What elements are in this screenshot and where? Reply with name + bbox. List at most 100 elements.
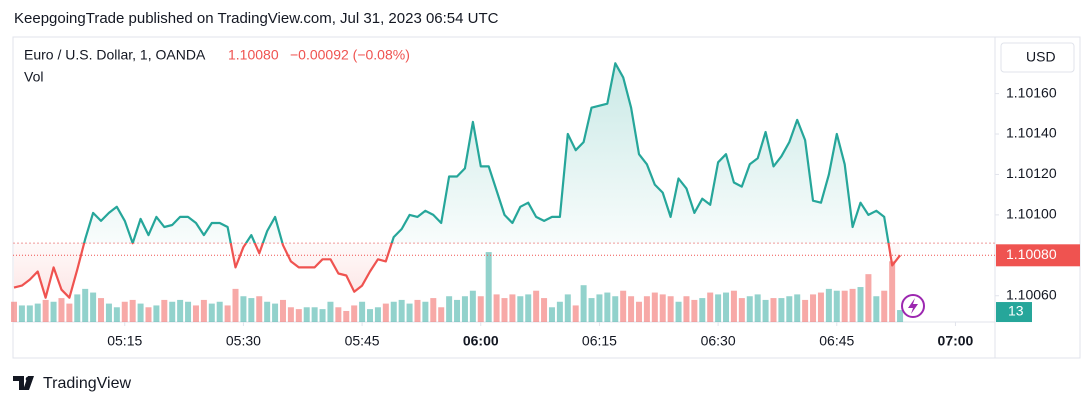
x-tick-label: 06:00 <box>463 333 499 349</box>
price-area <box>14 63 901 298</box>
volume-bar <box>730 290 737 322</box>
chart-frame <box>12 36 1081 359</box>
alert-icon[interactable] <box>901 294 925 318</box>
volume-bar <box>794 294 801 322</box>
volume-bar <box>517 296 524 322</box>
volume-bar <box>541 298 548 322</box>
volume-bar <box>612 296 619 322</box>
volume-bar <box>50 301 57 322</box>
volume-bar <box>90 292 97 322</box>
volume-bar <box>715 294 722 322</box>
volume-bar <box>707 292 714 322</box>
volume-bar <box>161 299 168 322</box>
volume-bar <box>192 305 199 322</box>
volume-bar <box>256 296 263 322</box>
volume-bar <box>98 298 105 322</box>
volume-bar <box>11 301 17 322</box>
volume-bar <box>778 298 785 322</box>
volume-bar <box>359 301 366 322</box>
volume-bar <box>422 301 429 322</box>
volume-bar <box>105 303 112 322</box>
volume-bar <box>66 303 73 322</box>
volume-bar <box>580 285 587 322</box>
volume-bar <box>683 296 690 322</box>
volume-label: 13 <box>1008 303 1024 319</box>
y-tick-label: 1.10100 <box>1006 206 1057 222</box>
volume-bar <box>897 310 904 322</box>
x-tick-label: 05:45 <box>345 333 380 349</box>
volume-bar <box>548 307 555 322</box>
volume-bar <box>857 287 864 322</box>
x-tick-label: 05:15 <box>107 333 142 349</box>
volume-bar <box>446 296 453 322</box>
x-tick-label: 06:45 <box>819 333 854 349</box>
volume-bar <box>295 309 302 322</box>
volume-bar <box>628 296 635 322</box>
volume-bar <box>501 298 508 322</box>
volume-bar <box>770 298 777 322</box>
volume-bar <box>881 290 888 322</box>
volume-bar <box>691 299 698 322</box>
volume-bar <box>185 301 192 322</box>
volume-bar <box>533 290 540 322</box>
logo <box>13 376 34 390</box>
volume-bar <box>34 303 41 322</box>
volume-bar <box>817 292 824 322</box>
volume-bar <box>485 252 492 322</box>
last-price-box <box>996 244 1080 267</box>
volume-bar <box>556 301 563 322</box>
x-tick-label: 06:30 <box>701 333 736 349</box>
volume-bar <box>367 309 374 322</box>
volume-bar <box>272 303 279 322</box>
volume-bar <box>18 305 25 322</box>
volume-bar <box>738 298 745 322</box>
volume-bar <box>873 296 880 322</box>
last-price-label: 1.10080 <box>1006 246 1057 262</box>
volume-bar <box>825 288 832 322</box>
volume-bar <box>493 294 500 322</box>
volume-bar <box>311 307 318 322</box>
volume-label-box <box>996 302 1032 323</box>
volume-bar <box>232 288 239 322</box>
volume-bar <box>335 307 342 322</box>
volume-bar <box>841 290 848 322</box>
volume-bar <box>58 298 65 322</box>
volume-bar <box>216 301 223 322</box>
volume-bar <box>42 299 49 322</box>
volume-bar <box>651 292 658 322</box>
volume-bar <box>438 307 445 322</box>
volume-bar <box>208 303 215 322</box>
volume-bar <box>659 294 666 322</box>
volume-legend: Vol <box>24 69 43 85</box>
volume-bar <box>525 294 532 322</box>
volume-bar <box>762 299 769 322</box>
y-tick-label: 1.10060 <box>1006 286 1057 302</box>
currency-box[interactable] <box>1000 42 1075 73</box>
volume-bar <box>74 294 81 322</box>
volume-bar <box>635 301 642 322</box>
volume-bar <box>865 274 872 322</box>
volume-bar <box>620 290 627 322</box>
volume-bar <box>121 301 128 322</box>
volume-bar <box>786 296 793 322</box>
volume-bar <box>406 303 413 322</box>
price-change: −0.00092 (−0.08%) <box>290 47 410 63</box>
volume-bar <box>675 301 682 322</box>
volume-bar <box>264 301 271 322</box>
price-line <box>13 62 901 299</box>
volume-bar <box>596 294 603 322</box>
volume-bar <box>390 301 397 322</box>
volume-bar <box>564 294 571 322</box>
currency: USD <box>1026 49 1056 65</box>
volume-bar <box>382 303 389 322</box>
volume-bar <box>461 296 468 322</box>
x-tick-label: 07:00 <box>938 333 974 349</box>
volume-bar <box>169 301 176 322</box>
volume-bar <box>129 299 136 322</box>
volume-bar <box>572 305 579 322</box>
volume-bar <box>113 307 120 322</box>
volume-bar <box>248 298 255 322</box>
volume-bar <box>414 299 421 322</box>
volume-bar <box>398 299 405 322</box>
volume-bar <box>351 305 358 322</box>
